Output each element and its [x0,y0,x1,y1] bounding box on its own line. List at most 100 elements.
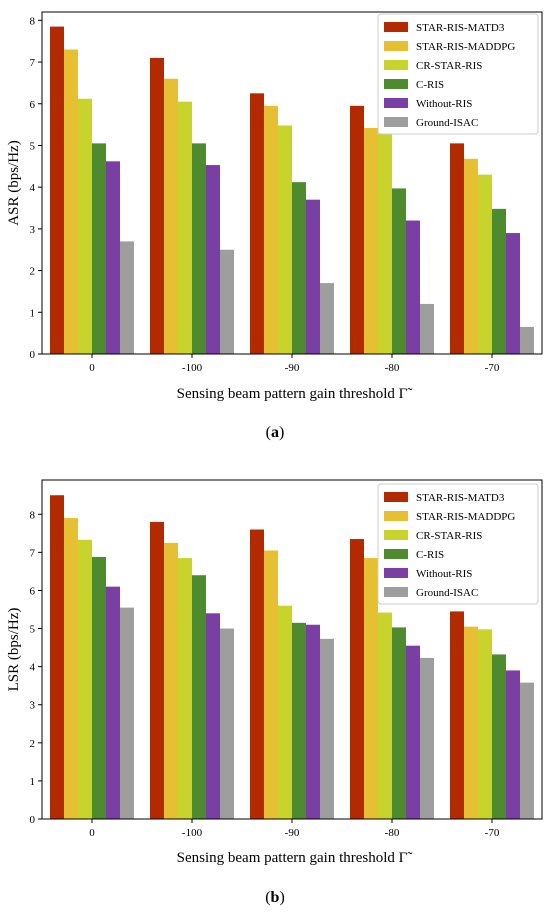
caption-a: (a) [265,424,285,441]
legend-swatch [384,549,408,559]
y-axis-title: LSR (bps/Hz) [6,608,22,692]
legend-label: CR-STAR-RIS [416,60,482,72]
bar-1-0-0 [50,495,64,819]
x-tick-label: -70 [485,827,500,839]
legend-label: Ground-ISAC [416,587,478,599]
bar-0-5-0 [120,241,134,354]
bar-0-5-2 [320,283,334,354]
bar-1-0-2 [250,529,264,819]
x-tick-label: -70 [485,362,500,374]
legend-swatch [384,41,408,51]
bar-1-3-2 [292,622,306,819]
y-tick-label: 3 [30,224,36,236]
bar-1-0-3 [350,539,364,819]
bar-1-4-0 [106,586,120,819]
legend-label: Without-RIS [416,98,472,110]
bar-0-4-2 [306,199,320,354]
y-tick-label: 7 [30,547,36,559]
bar-1-2-1 [178,558,192,819]
x-tick-label: 0 [89,362,95,374]
bar-0-1-0 [64,49,78,354]
legend-label: STAR-RIS-MADDPG [416,511,515,523]
legend: STAR-RIS-MATD3 STAR-RIS-MADDPG CR-STAR-RIS… [377,13,539,135]
legend-swatch [384,568,408,578]
legend-label: STAR-RIS-MATD3 [416,22,505,34]
bar-0-3-0 [92,143,106,354]
bar-1-4-4 [506,670,520,819]
bar-0-1-2 [264,105,278,354]
legend-swatch [384,22,408,32]
bar-0-0-1 [150,57,164,354]
x-axis-title: Sensing beam pattern gain threshold Γ̃ [177,850,413,866]
y-tick-label: 0 [30,349,36,361]
bar-0-3-1 [192,143,206,354]
bar-0-5-3 [420,303,434,354]
x-tick-label: -90 [285,827,300,839]
legend-swatch [384,79,408,89]
y-tick-label: 8 [30,509,36,521]
bar-1-3-3 [392,627,406,819]
bar-1-0-1 [150,521,164,819]
y-tick-label: 7 [30,57,36,69]
bar-1-3-0 [92,556,106,819]
chart-panel-1: 0 1 2 3 4 5 6 7 8 0 -100 -90 -80 -70 Sensing beam patt… [6,479,543,866]
bar-0-2-0 [78,98,92,354]
bar-0-2-4 [478,174,492,354]
bar-0-0-3 [350,105,364,354]
x-tick-label: -100 [182,362,203,374]
bar-0-4-3 [406,220,420,354]
y-tick-label: 3 [30,700,36,712]
bar-1-5-1 [220,628,234,819]
bar-1-1-0 [64,518,78,819]
bar-0-2-2 [278,125,292,354]
legend-swatch [384,98,408,108]
bar-0-0-0 [50,26,64,354]
bar-1-2-3 [378,612,392,819]
y-tick-label: 1 [30,776,36,788]
y-axis-title: ASR (bps/Hz) [6,140,22,225]
legend-label: CR-STAR-RIS [416,530,482,542]
bar-0-4-0 [106,161,120,354]
x-tick-label: -80 [385,362,400,374]
legend-label: C-RIS [416,79,444,91]
bar-0-3-3 [392,188,406,354]
x-tick-label: -90 [285,362,300,374]
legend-swatch [384,117,408,127]
legend-box [377,483,539,605]
y-tick-label: 6 [30,585,36,597]
y-tick-label: 1 [30,307,36,319]
bar-0-1-1 [164,78,178,355]
y-tick-label: 5 [30,624,36,636]
bar-1-4-3 [406,645,420,819]
bar-0-2-1 [178,101,192,354]
y-tick-label: 5 [30,140,36,152]
y-tick-label: 8 [30,15,36,27]
bar-1-1-3 [364,558,378,819]
y-tick-label: 2 [30,266,36,278]
bar-1-5-4 [520,682,534,819]
bar-1-2-4 [478,629,492,819]
legend: STAR-RIS-MATD3 STAR-RIS-MADDPG CR-STAR-RIS… [377,483,539,605]
x-tick-label: -100 [182,827,203,839]
legend-swatch [384,492,408,502]
bar-1-0-4 [450,611,464,819]
legend-swatch [384,530,408,540]
x-tick-label: -80 [385,827,400,839]
legend-label: Without-RIS [416,568,472,580]
legend-label: Ground-ISAC [416,117,478,129]
legend-swatch [384,60,408,70]
bar-0-0-4 [450,143,464,354]
legend-label: C-RIS [416,549,444,561]
legend-label: STAR-RIS-MATD3 [416,492,505,504]
bar-1-5-2 [320,638,334,819]
y-tick-label: 0 [30,814,36,826]
bar-1-1-4 [464,626,478,819]
legend-swatch [384,511,408,521]
bar-1-1-1 [164,542,178,819]
bar-1-2-2 [278,605,292,819]
y-tick-label: 2 [30,738,36,750]
bar-1-4-1 [206,613,220,819]
legend-swatch [384,587,408,597]
chart-panel-0: 0 1 2 3 4 5 6 7 8 0 -100 -90 -80 -70 Sensing beam patt… [6,11,543,402]
